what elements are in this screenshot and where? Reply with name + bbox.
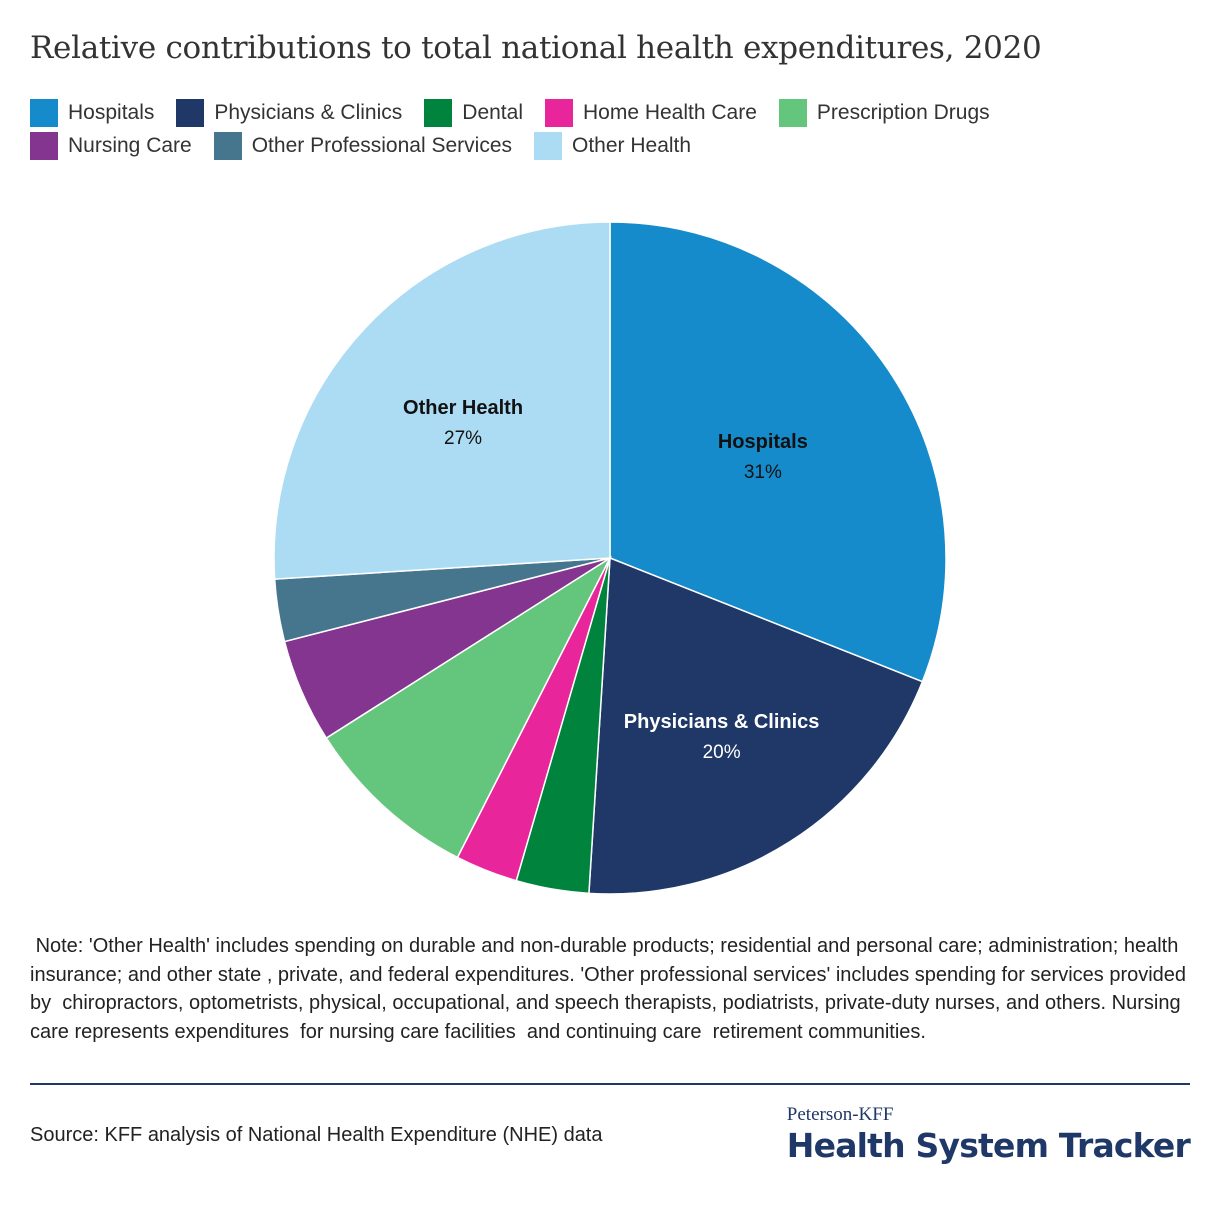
- legend-label: Hospitals: [68, 100, 155, 124]
- legend-swatch: [213, 131, 242, 160]
- slice-value-hospitals: 31%: [744, 462, 782, 483]
- legend-label: Nursing Care: [68, 133, 192, 157]
- slice-label-hospitals: Hospitals: [718, 431, 808, 453]
- legend-item-other-professional-services: Other Professional Services: [213, 131, 512, 160]
- pie-slice-prescription-drugs: [325, 555, 612, 859]
- source-text: Source: KFF analysis of National Health …: [30, 1124, 603, 1146]
- legend-swatch: [544, 98, 573, 127]
- legend-swatch: [30, 98, 58, 127]
- brand-logo: Peterson-KFF Health System Tracker: [786, 1104, 1191, 1165]
- legend-item-prescription-drugs: Prescription Drugs: [778, 98, 990, 127]
- legend-swatch: [176, 98, 205, 127]
- legend-item-dental: Dental: [424, 98, 523, 127]
- slice-label-physicians-and-clinics: Physicians & Clinics: [624, 711, 820, 733]
- pie-chart: Hospitals 31% Physicians & Clinics 20% Other…: [273, 221, 947, 895]
- legend-item-other-health: Other Health: [534, 131, 692, 160]
- legend-label: Prescription Drugs: [816, 100, 990, 124]
- pie-slice-hospitals: [609, 221, 947, 683]
- legend-swatch: [424, 98, 453, 127]
- legend-item-physicians-and-clinics: Physicians & Clinics: [176, 98, 403, 127]
- legend-swatch: [30, 131, 58, 160]
- slice-value-physicians-and-clinics: 20%: [703, 742, 741, 763]
- footnote: Note: 'Other Health' includes spending o…: [30, 935, 1192, 1043]
- divider: [30, 1083, 1190, 1085]
- brand-top-text: Peterson-KFF: [786, 1104, 894, 1125]
- legend-label: Home Health Care: [582, 100, 757, 124]
- legend-item-nursing-care: Nursing Care: [30, 131, 192, 160]
- legend-item-hospitals: Hospitals: [30, 98, 155, 127]
- legend-swatch: [778, 98, 807, 127]
- legend-label: Dental: [462, 100, 523, 124]
- legend-item-home-health-care: Home Health Care: [544, 98, 757, 127]
- slice-value-other-health: 27%: [444, 428, 482, 449]
- legend-swatch: [534, 131, 562, 160]
- legend-row: Hospitals Physicians & Clinics Dental Home …: [30, 96, 1200, 129]
- legend: Hospitals Physicians & Clinics Dental Home …: [30, 96, 1200, 162]
- slice-label-other-health: Other Health: [403, 397, 523, 419]
- legend-label: Physicians & Clinics: [214, 100, 403, 124]
- legend-label: Other Professional Services: [251, 133, 512, 157]
- legend-label: Other Health: [572, 133, 692, 157]
- chart-title: Relative contributions to total national…: [30, 30, 1042, 66]
- pie-slice-physicians-and-clinics: [588, 556, 924, 895]
- legend-row: Nursing Care Other Professional Services O…: [30, 129, 1200, 162]
- brand-main-text: Health System Tracker: [786, 1126, 1191, 1165]
- pie-slice-other-health: [273, 221, 611, 580]
